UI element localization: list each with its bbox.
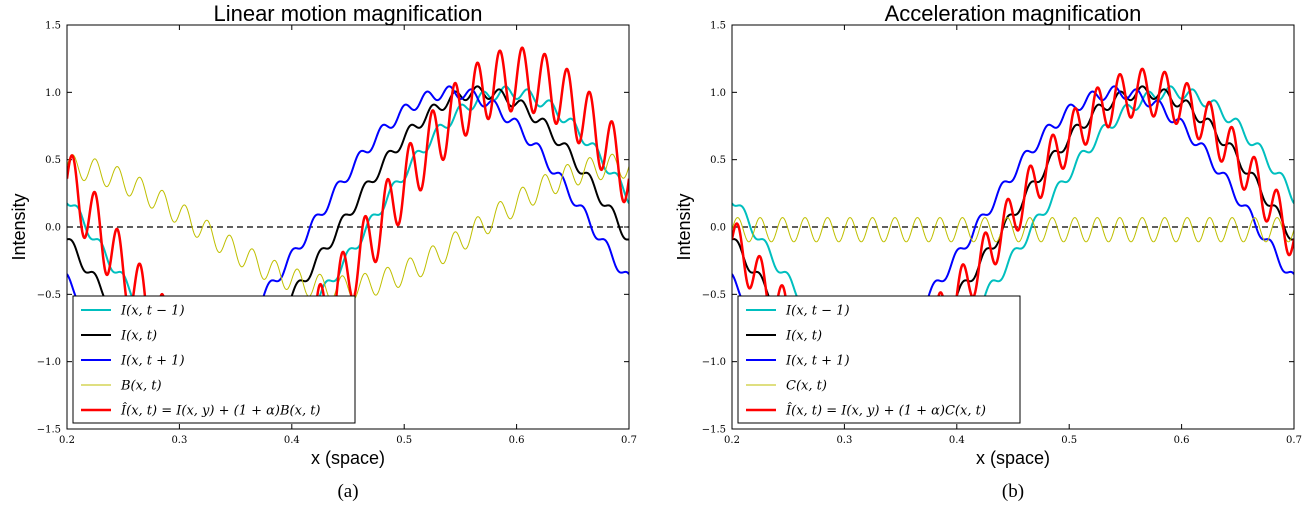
series-line — [67, 153, 629, 301]
legend-label: I(x, t) — [120, 329, 157, 344]
y-axis-label: Intensity — [674, 193, 694, 260]
chart-title: Acceleration magnification — [885, 1, 1142, 26]
y-tick-label: −0.5 — [37, 290, 61, 301]
y-tick-label: 1.0 — [45, 88, 61, 99]
y-tick-label: 0.0 — [45, 223, 61, 234]
x-tick-label: 0.4 — [949, 435, 965, 446]
legend-label: I(x, t) — [785, 329, 822, 344]
x-tick-label: 0.6 — [1174, 435, 1190, 446]
legend-label: B(x, t) — [120, 379, 162, 394]
y-tick-label: 1.0 — [710, 88, 726, 99]
chart-title: Linear motion magnification — [213, 1, 482, 26]
x-axis-label: x (space) — [976, 448, 1050, 468]
legend: I(x, t − 1) I(x, t) I(x, t + 1) B(x, t) Î(x,… — [72, 295, 356, 424]
y-tick-label: −1.5 — [37, 425, 61, 436]
y-tick-label: −1.0 — [37, 357, 61, 368]
y-tick-label: 0.0 — [710, 223, 726, 234]
x-tick-label: 0.7 — [621, 435, 637, 446]
plot-frame — [66, 24, 630, 430]
chart-linear-motion: Linear motion magnification Intensity x (s… — [9, 1, 637, 502]
legend: I(x, t − 1) I(x, t) I(x, t + 1) C(x, t) Î(x,… — [737, 295, 1021, 424]
legend-label: C(x, t) — [786, 379, 827, 394]
figure-caption: (b) — [1002, 481, 1024, 502]
y-tick-label: 1.5 — [710, 21, 726, 32]
x-tick-label: 0.2 — [724, 435, 740, 446]
x-tick-label: 0.4 — [284, 435, 300, 446]
series-line — [732, 217, 1294, 243]
x-tick-label: 0.3 — [836, 435, 852, 446]
plot-frame — [731, 24, 1295, 430]
y-tick-label: −1.5 — [702, 425, 726, 436]
legend-label: Î(x, t) = I(x, y) + (1 + α)B(x, t) — [120, 403, 321, 419]
y-tick-label: 0.5 — [45, 155, 61, 166]
legend-box — [72, 295, 356, 424]
chart-acceleration: Acceleration magnification Intensity x (sp… — [674, 1, 1302, 502]
x-tick-label: 0.7 — [1286, 435, 1302, 446]
legend-label: Î(x, t) = I(x, y) + (1 + α)C(x, t) — [785, 403, 986, 419]
y-axis-label: Intensity — [9, 193, 29, 260]
x-axis-label: x (space) — [311, 448, 385, 468]
x-tick-label: 0.2 — [59, 435, 75, 446]
legend-label: I(x, t − 1) — [120, 304, 185, 319]
x-tick-label: 0.6 — [509, 435, 525, 446]
y-tick-label: −0.5 — [702, 290, 726, 301]
y-tick-label: 1.5 — [45, 21, 61, 32]
y-tick-label: −1.0 — [702, 357, 726, 368]
x-tick-label: 0.5 — [396, 435, 412, 446]
legend-label: I(x, t + 1) — [785, 354, 850, 369]
x-tick-label: 0.3 — [171, 435, 187, 446]
legend-label: I(x, t − 1) — [785, 304, 850, 319]
x-tick-label: 0.5 — [1061, 435, 1077, 446]
legend-label: I(x, t + 1) — [120, 354, 185, 369]
legend-box — [737, 295, 1021, 424]
y-tick-label: 0.5 — [710, 155, 726, 166]
figure-caption: (a) — [337, 481, 358, 502]
